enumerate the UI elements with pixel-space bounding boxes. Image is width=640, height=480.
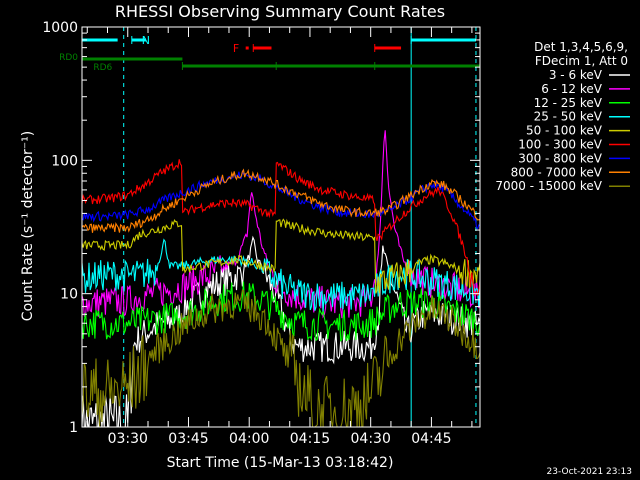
legend-header-line-1: Det 1,3,4,5,6,9,: [534, 40, 628, 54]
flag-label-2: RD0: [59, 53, 78, 63]
x-tick-label-2: 04:00: [229, 431, 269, 447]
y-tick-label-2: 100: [51, 153, 78, 169]
y-tick-label-1: 10: [60, 287, 78, 303]
legend-label-3: 25 - 50 keV: [534, 110, 603, 124]
legend-label-6: 300 - 800 keV: [518, 151, 602, 165]
plot-area: N F RD0 RD6: [59, 27, 480, 427]
y-tick-label-3: 1000: [42, 20, 78, 36]
flag-label-0: N: [142, 34, 150, 47]
x-axis-label: Start Time (15-Mar-13 03:18:42): [167, 455, 394, 471]
footer-timestamp: 23-Oct-2021 23:13: [547, 467, 632, 477]
legend-label-5: 100 - 300 keV: [518, 138, 602, 152]
x-tick-label-5: 04:45: [411, 431, 451, 447]
flag-label-1: F: [233, 42, 239, 55]
series-line-0: [82, 235, 480, 427]
axes: 1 10 100 1000 03:30 03:45 04:00 04:15 04:30 04:45: [42, 20, 481, 447]
legend-label-1: 6 - 12 keV: [541, 82, 603, 96]
y-axis-label: Count Rate (s⁻¹ detector⁻¹): [20, 131, 36, 321]
flag-dot-1-0: [245, 46, 249, 50]
x-tick-label-4: 04:30: [351, 431, 391, 447]
series-line-2: [82, 281, 480, 342]
series-line-8: [82, 289, 480, 427]
legend-header-line-2: FDecim 1, Att 0: [535, 54, 628, 68]
series-line-5: [82, 159, 480, 297]
x-tick-label-0: 03:30: [108, 431, 148, 447]
legend-label-2: 12 - 25 keV: [534, 96, 603, 110]
legend-label-8: 7000 - 15000 keV: [495, 179, 602, 193]
legend: Det 1,3,4,5,6,9, FDecim 1, Att 0 3 - 6 k…: [495, 40, 630, 193]
x-tick-label-3: 04:15: [290, 431, 330, 447]
legend-label-4: 50 - 100 keV: [526, 124, 603, 138]
series-line-4: [82, 218, 480, 294]
y-tick-label-0: 1: [69, 420, 78, 436]
legend-label-7: 800 - 7000 keV: [511, 165, 603, 179]
x-tick-label-1: 03:45: [168, 431, 208, 447]
flag-label-3: RD6: [93, 63, 112, 73]
series-line-3: [82, 238, 480, 312]
series-line-7: [82, 168, 480, 233]
plot-frame: [81, 26, 481, 428]
plot-content: [82, 27, 480, 427]
legend-label-0: 3 - 6 keV: [549, 68, 603, 82]
chart-title: RHESSI Observing Summary Count Rates: [115, 2, 445, 21]
